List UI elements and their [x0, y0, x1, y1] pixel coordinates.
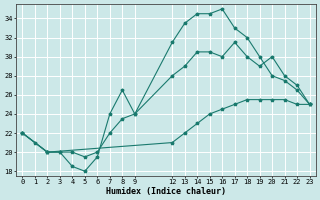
X-axis label: Humidex (Indice chaleur): Humidex (Indice chaleur): [106, 187, 226, 196]
